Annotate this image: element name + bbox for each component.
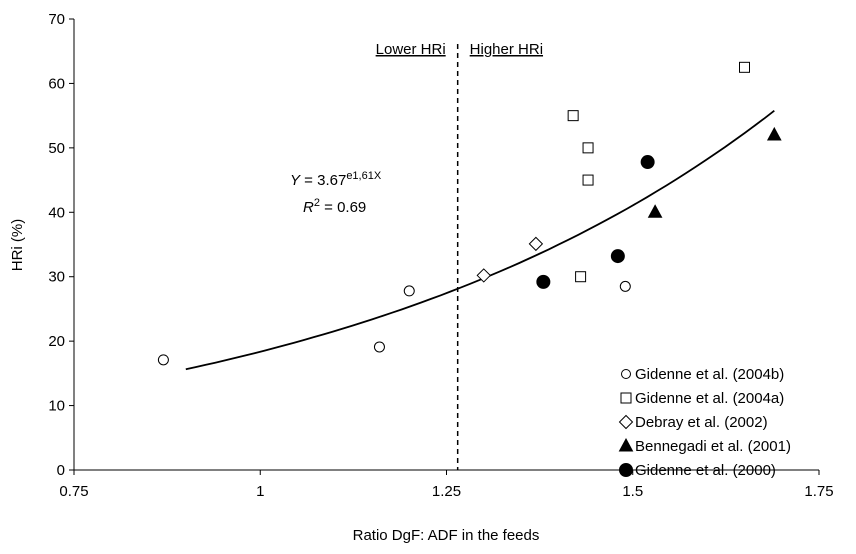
r2-value: = 0.69 bbox=[320, 199, 366, 216]
point bbox=[575, 271, 587, 283]
point bbox=[739, 61, 750, 73]
point bbox=[476, 268, 491, 283]
y-tick-label: 30 bbox=[48, 269, 65, 286]
x-tick-label: 1.5 bbox=[622, 483, 643, 500]
point bbox=[640, 155, 655, 170]
y-tick-label: 70 bbox=[48, 11, 65, 28]
legend-label: Gidenne et al. (2004b) bbox=[635, 366, 784, 383]
y-tick-label: 0 bbox=[57, 462, 65, 479]
y-tick-label: 10 bbox=[48, 398, 65, 415]
equation-exponent: e1,61X bbox=[346, 170, 382, 182]
equation-lhs: Y bbox=[290, 172, 301, 189]
point bbox=[610, 249, 625, 264]
legend-label: Debray et al. (2002) bbox=[635, 414, 768, 431]
x-tick-label: 1 bbox=[256, 483, 264, 500]
legend-swatch bbox=[618, 414, 634, 430]
y-tick-label: 40 bbox=[48, 204, 65, 221]
legend-swatch bbox=[619, 463, 633, 477]
legend-label: Gidenne et al. (2000) bbox=[635, 462, 776, 479]
point bbox=[528, 236, 544, 252]
x-tick-label: 0.75 bbox=[59, 483, 88, 500]
point bbox=[647, 204, 663, 218]
trendline bbox=[185, 109, 775, 371]
point bbox=[582, 174, 594, 186]
r-squared: R2 = 0.69 bbox=[303, 197, 366, 216]
x-axis-label: Ratio DgF: ADF in the feeds bbox=[353, 527, 540, 544]
point bbox=[766, 126, 782, 141]
point bbox=[157, 354, 169, 366]
y-tick-label: 50 bbox=[48, 140, 65, 157]
legend-swatch bbox=[618, 437, 634, 452]
y-tick-label: 20 bbox=[48, 333, 65, 350]
point bbox=[567, 110, 579, 122]
equation-rhs: = 3.67 bbox=[300, 172, 346, 189]
legend-label: Gidenne et al. (2004a) bbox=[635, 390, 784, 407]
y-axis-label: HRi (%) bbox=[9, 219, 26, 272]
divider-left-label: Lower HRi bbox=[376, 41, 446, 58]
y-tick-label: 60 bbox=[48, 75, 65, 92]
divider-right-label: Higher HRi bbox=[470, 41, 543, 58]
x-tick-label: 1.75 bbox=[804, 483, 833, 500]
point bbox=[582, 142, 594, 154]
point bbox=[536, 274, 551, 289]
point bbox=[619, 280, 631, 292]
point bbox=[373, 341, 385, 353]
point bbox=[403, 285, 415, 297]
r2-exponent: 2 bbox=[314, 197, 320, 209]
x-tick-label: 1.25 bbox=[432, 483, 461, 500]
legend-swatch bbox=[621, 369, 631, 379]
equation: Y = 3.67e1,61X bbox=[290, 170, 382, 189]
legend-label: Bennegadi et al. (2001) bbox=[635, 438, 791, 455]
r2-symbol: R bbox=[303, 199, 314, 216]
legend-swatch bbox=[620, 392, 632, 404]
